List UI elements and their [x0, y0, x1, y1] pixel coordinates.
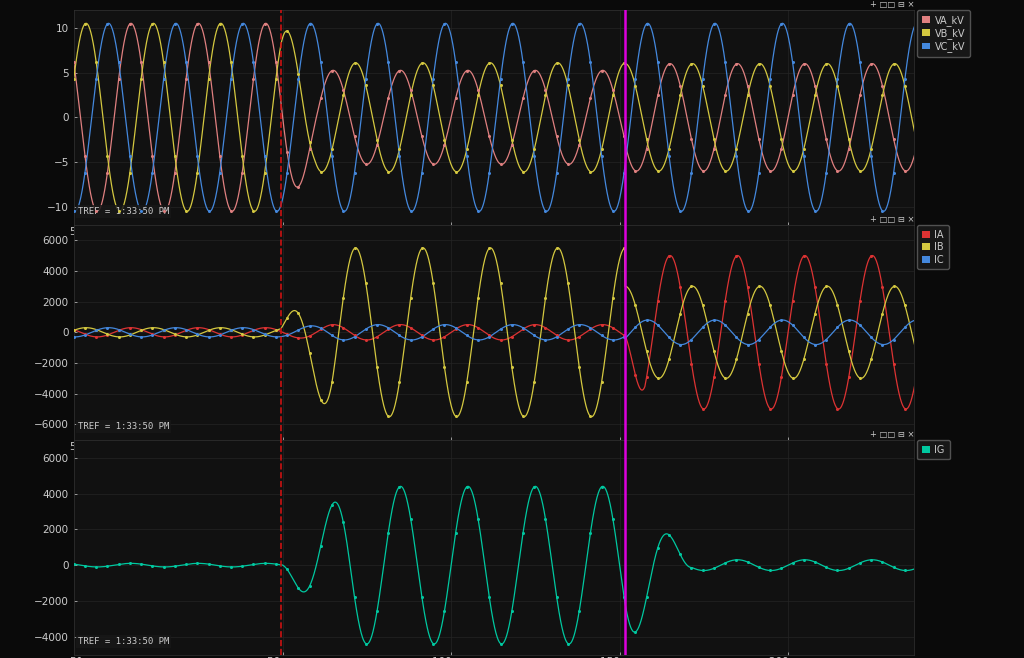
Legend: VA_kV, VB_kV, VC_kV: VA_kV, VB_kV, VC_kV	[916, 10, 970, 57]
Text: 200 ms: 200 ms	[769, 657, 807, 658]
Legend: IG: IG	[916, 440, 949, 459]
Text: 200 ms: 200 ms	[769, 227, 807, 237]
Text: 50 ms: 50 ms	[266, 657, 299, 658]
Text: 50 ms: 50 ms	[266, 442, 299, 452]
Text: TREF = 1:33:50 PM: TREF = 1:33:50 PM	[78, 422, 169, 431]
Text: 100 ms: 100 ms	[432, 657, 470, 658]
Text: 100 ms: 100 ms	[432, 227, 470, 237]
Text: TREF = 1:33:50 PM: TREF = 1:33:50 PM	[78, 637, 169, 646]
Text: 50 ms: 50 ms	[266, 227, 299, 237]
Text: TREF = 1:33:50 PM: TREF = 1:33:50 PM	[78, 207, 169, 216]
Text: + □□ ⊟ ×: + □□ ⊟ ×	[870, 430, 914, 439]
Text: 150 ms: 150 ms	[600, 657, 639, 658]
Text: + □□ ⊟ ×: + □□ ⊟ ×	[870, 215, 914, 224]
Text: 100 ms: 100 ms	[432, 442, 470, 452]
Text: 150 ms: 150 ms	[600, 442, 639, 452]
Text: 51 s: 51 s	[70, 442, 91, 452]
Legend: IA, IB, IC: IA, IB, IC	[916, 225, 949, 269]
Text: 150 ms: 150 ms	[600, 227, 639, 237]
Text: 51 s: 51 s	[70, 657, 91, 658]
Text: 200 ms: 200 ms	[769, 442, 807, 452]
Text: + □□ ⊟ ×: + □□ ⊟ ×	[870, 0, 914, 9]
Text: 51 s: 51 s	[70, 227, 91, 237]
